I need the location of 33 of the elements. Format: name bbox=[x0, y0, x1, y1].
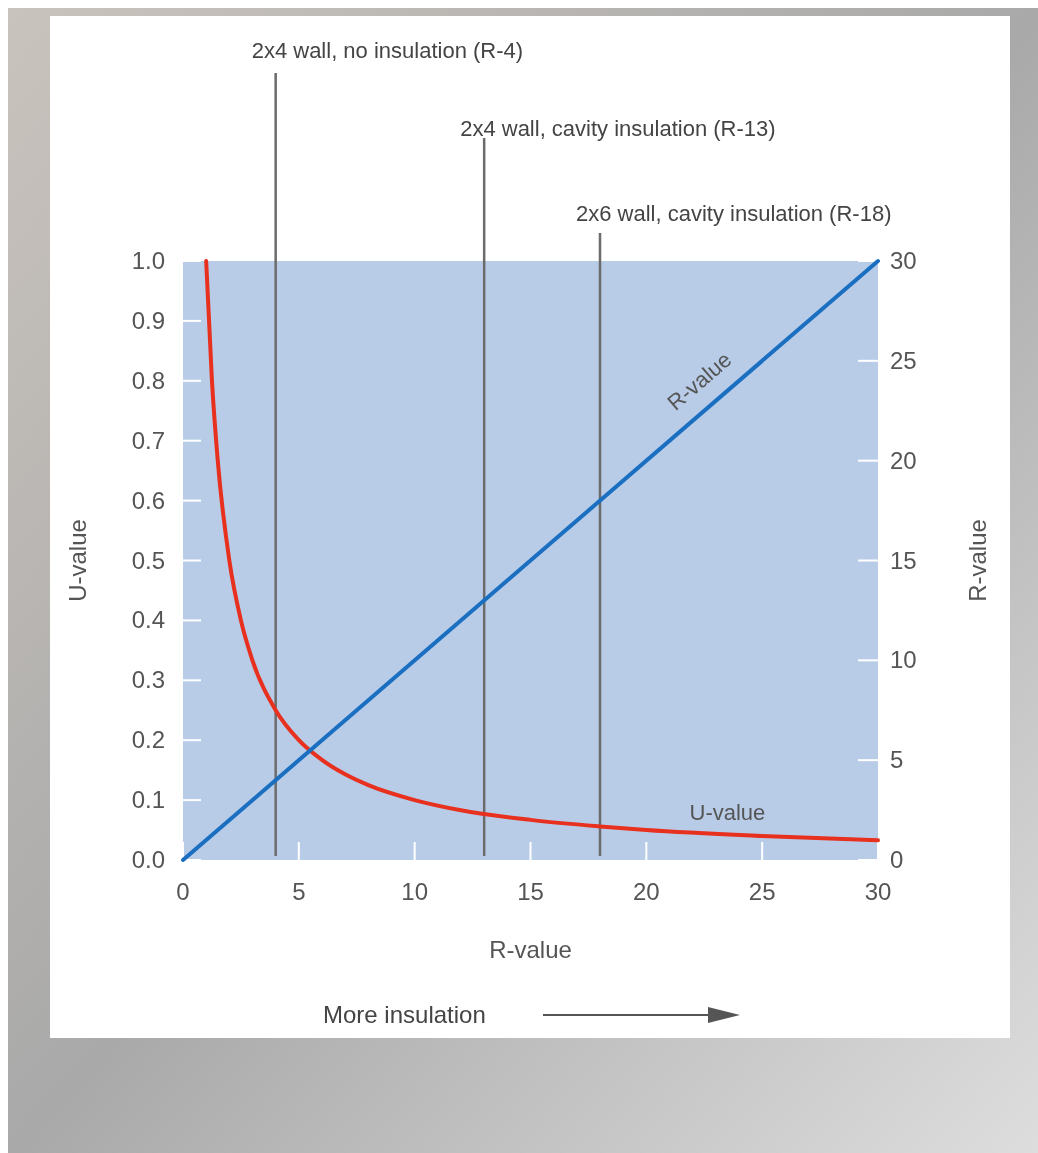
y-tick-label: 0.0 bbox=[131, 846, 165, 873]
x-tick-label: 30 bbox=[864, 878, 892, 905]
y2-tick-label: 15 bbox=[890, 546, 917, 574]
y2-tick-label: 10 bbox=[890, 646, 917, 674]
y-axis-title: U-value bbox=[64, 519, 91, 602]
y-tick-label: 0.2 bbox=[131, 726, 165, 754]
ref-line-label: 2x4 wall, no insulation (R-4) bbox=[251, 38, 524, 63]
y2-tick-label: 5 bbox=[890, 746, 904, 774]
y2-tick-label: 30 bbox=[890, 247, 917, 274]
x-tick-label: 5 bbox=[292, 878, 306, 905]
y2-tick-label: 25 bbox=[890, 346, 917, 374]
x-tick-label: 10 bbox=[401, 878, 429, 905]
x-tick-label: 0 bbox=[176, 878, 190, 905]
x-tick-label: 20 bbox=[632, 878, 660, 905]
y-tick-label: 0.1 bbox=[131, 786, 165, 814]
ref-line-label: 2x4 wall, cavity insulation (R-13) bbox=[460, 116, 776, 141]
x-axis-title: R-value bbox=[489, 936, 572, 963]
y2-tick-label: 20 bbox=[890, 446, 917, 474]
series-label: U-value bbox=[689, 800, 766, 826]
x-tick-label: 25 bbox=[748, 878, 776, 905]
y-tick-label: 0.5 bbox=[131, 546, 165, 574]
y-tick-label: 1.0 bbox=[131, 247, 165, 274]
y-tick-label: 0.7 bbox=[131, 426, 165, 454]
x-tick-label: 15 bbox=[517, 878, 544, 905]
ref-line-label: 2x6 wall, cavity insulation (R-18) bbox=[576, 201, 892, 226]
y-tick-label: 0.9 bbox=[131, 306, 165, 334]
text: More insulation bbox=[323, 1001, 486, 1028]
y-tick-label: 0.6 bbox=[131, 486, 165, 514]
y-tick-label: 0.3 bbox=[131, 666, 165, 694]
y2-tick-label: 0 bbox=[890, 846, 904, 873]
y-tick-label: 0.4 bbox=[131, 606, 165, 634]
y2-axis-title: R-value bbox=[964, 519, 991, 602]
y-tick-label: 0.8 bbox=[131, 366, 165, 394]
